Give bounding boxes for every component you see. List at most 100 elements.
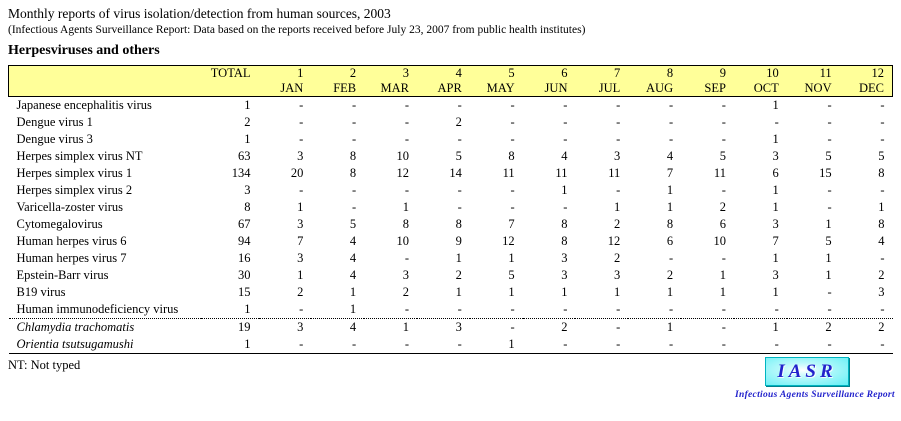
iasr-logo-text: IASR [777,361,837,382]
month-number-header: 9 [681,65,734,81]
row-total-value: 16 [238,251,251,265]
month-name-header: APR [416,81,470,97]
row-month-value: 1 [825,251,832,265]
month-name-header: MAR [364,81,417,97]
row-month-value: 4 [311,318,365,336]
iasr-logo[interactable]: IASR Infectious Agents Surveillance Repo… [735,357,895,400]
row-month-value: - [299,132,304,146]
row-month-value: - [404,302,409,316]
row-month-value: - [880,115,885,129]
row-month-value: - [721,302,726,316]
row-month-value: - [404,337,409,351]
table-row: Herpes simplex virus 2 3 - - - - - 1 - 1 - 1 - - [9,182,893,199]
row-month-value: - [616,302,621,316]
row-month-value: - [827,302,832,316]
table-row: Japanese encephalitis virus 1 - - - - - - - - - 1 - - [9,97,893,115]
month-number-header: 2 [311,65,365,81]
row-month-value: - [563,98,568,112]
row-month-value: 10 [396,149,409,163]
table-row: Chlamydia trachomatis 19 3 4 1 3-2-1-1 2 2 [8,318,893,336]
row-month-value: - [668,132,674,146]
row-month-value: 9 [455,234,462,248]
row-month-value: 1 [772,200,779,214]
row-total-value: 15 [238,285,251,299]
row-month-value: - [351,98,357,112]
row-month-value: 1 [666,200,674,214]
row-month-value: 2 [719,200,726,214]
row-month-value: 1 [825,268,832,282]
row-label: Dengue virus 1 [16,115,93,129]
table-row: Dengue virus 1 2 - - - 2 - - - - - - - - [9,114,893,131]
row-month-value: 2 [839,318,893,336]
row-month-value: 1 [719,268,726,282]
row-month-value: - [510,132,515,146]
row-month-value: - [681,318,734,336]
row-month-value: - [668,337,674,351]
row-month-value: - [616,183,621,197]
row-month-value: 1 [666,285,674,299]
table-row: B19 virus 15 2 1 2 1 1 1 1 1 1 1 - 3 [9,284,893,301]
row-month-value: 3 [297,251,304,265]
table-row: Human herpes virus 6 94 7 4 10 9 12 8 12 6 10 7 5 4 [9,233,893,250]
row-month-value: - [774,302,779,316]
row-month-value: - [404,115,409,129]
month-number-header: 12 [839,65,893,81]
row-month-value: 1 [614,285,621,299]
row-month-value: - [616,337,621,351]
month-name-header: NOV [786,81,840,97]
row-month-value: 1 [297,200,304,214]
row-label: Herpes simplex virus NT [16,149,143,163]
row-month-value: - [668,98,674,112]
row-month-value: - [351,132,357,146]
row-month-value: - [880,337,885,351]
row-month-value: 3 [772,268,779,282]
row-month-value: 3 [297,149,304,163]
row-month-value: - [404,98,409,112]
row-month-value: - [880,98,885,112]
header-empty-cell [8,65,201,81]
month-number-header: 4 [416,65,470,81]
table-row: Human herpes virus 7 16 3 4 - 1 1 3 2 - - 1 1 - [9,250,893,267]
row-month-value: 2 [666,268,674,282]
row-month-value: 1 [733,318,787,336]
row-month-value: - [880,132,885,146]
row-label: Herpes simplex virus 1 [16,166,133,180]
row-month-value: 12 [502,234,515,248]
row-month-value: - [351,115,357,129]
row-month-value: - [880,183,885,197]
row-month-value: 8 [561,217,568,231]
row-month-value: 8 [508,149,515,163]
row-month-value: 1 [349,302,357,316]
row-month-value: 1 [772,98,779,112]
row-month-value: 3 [614,149,621,163]
row-month-value: - [457,183,462,197]
table-header: TOTAL 1 2 3 4 5 6 7 8 9 10 11 12 JAN FEB MAR APR MAY JUN… [8,65,893,97]
row-month-value: 1 [561,285,568,299]
row-month-value: - [563,200,568,214]
row-total-value: 94 [238,234,251,248]
row-month-value: 7 [666,166,674,180]
row-month-value: - [510,98,515,112]
row-month-value: 4 [349,234,357,248]
row-month-value: 12 [607,234,621,248]
row-month-value: 1 [772,251,779,265]
row-month-value: - [351,183,357,197]
month-name-header: AUG [628,81,682,97]
iasr-logo-box[interactable]: IASR [765,357,849,386]
row-month-value: 3 [402,268,409,282]
row-total-value: 1 [244,337,251,351]
row-month-value: - [563,115,568,129]
row-month-value: - [404,132,409,146]
month-number-header: 3 [364,65,417,81]
row-month-value: 3 [772,217,779,231]
month-name-header: OCT [733,81,787,97]
row-month-value: - [721,132,726,146]
row-month-value: - [616,132,621,146]
row-month-value: - [563,302,568,316]
row-label: Human herpes virus 6 [16,234,127,248]
row-month-value: - [575,318,629,336]
row-month-value: 3 [561,251,568,265]
row-month-value: 1 [508,337,515,351]
row-month-value: - [457,132,462,146]
row-month-value: 8 [878,166,885,180]
